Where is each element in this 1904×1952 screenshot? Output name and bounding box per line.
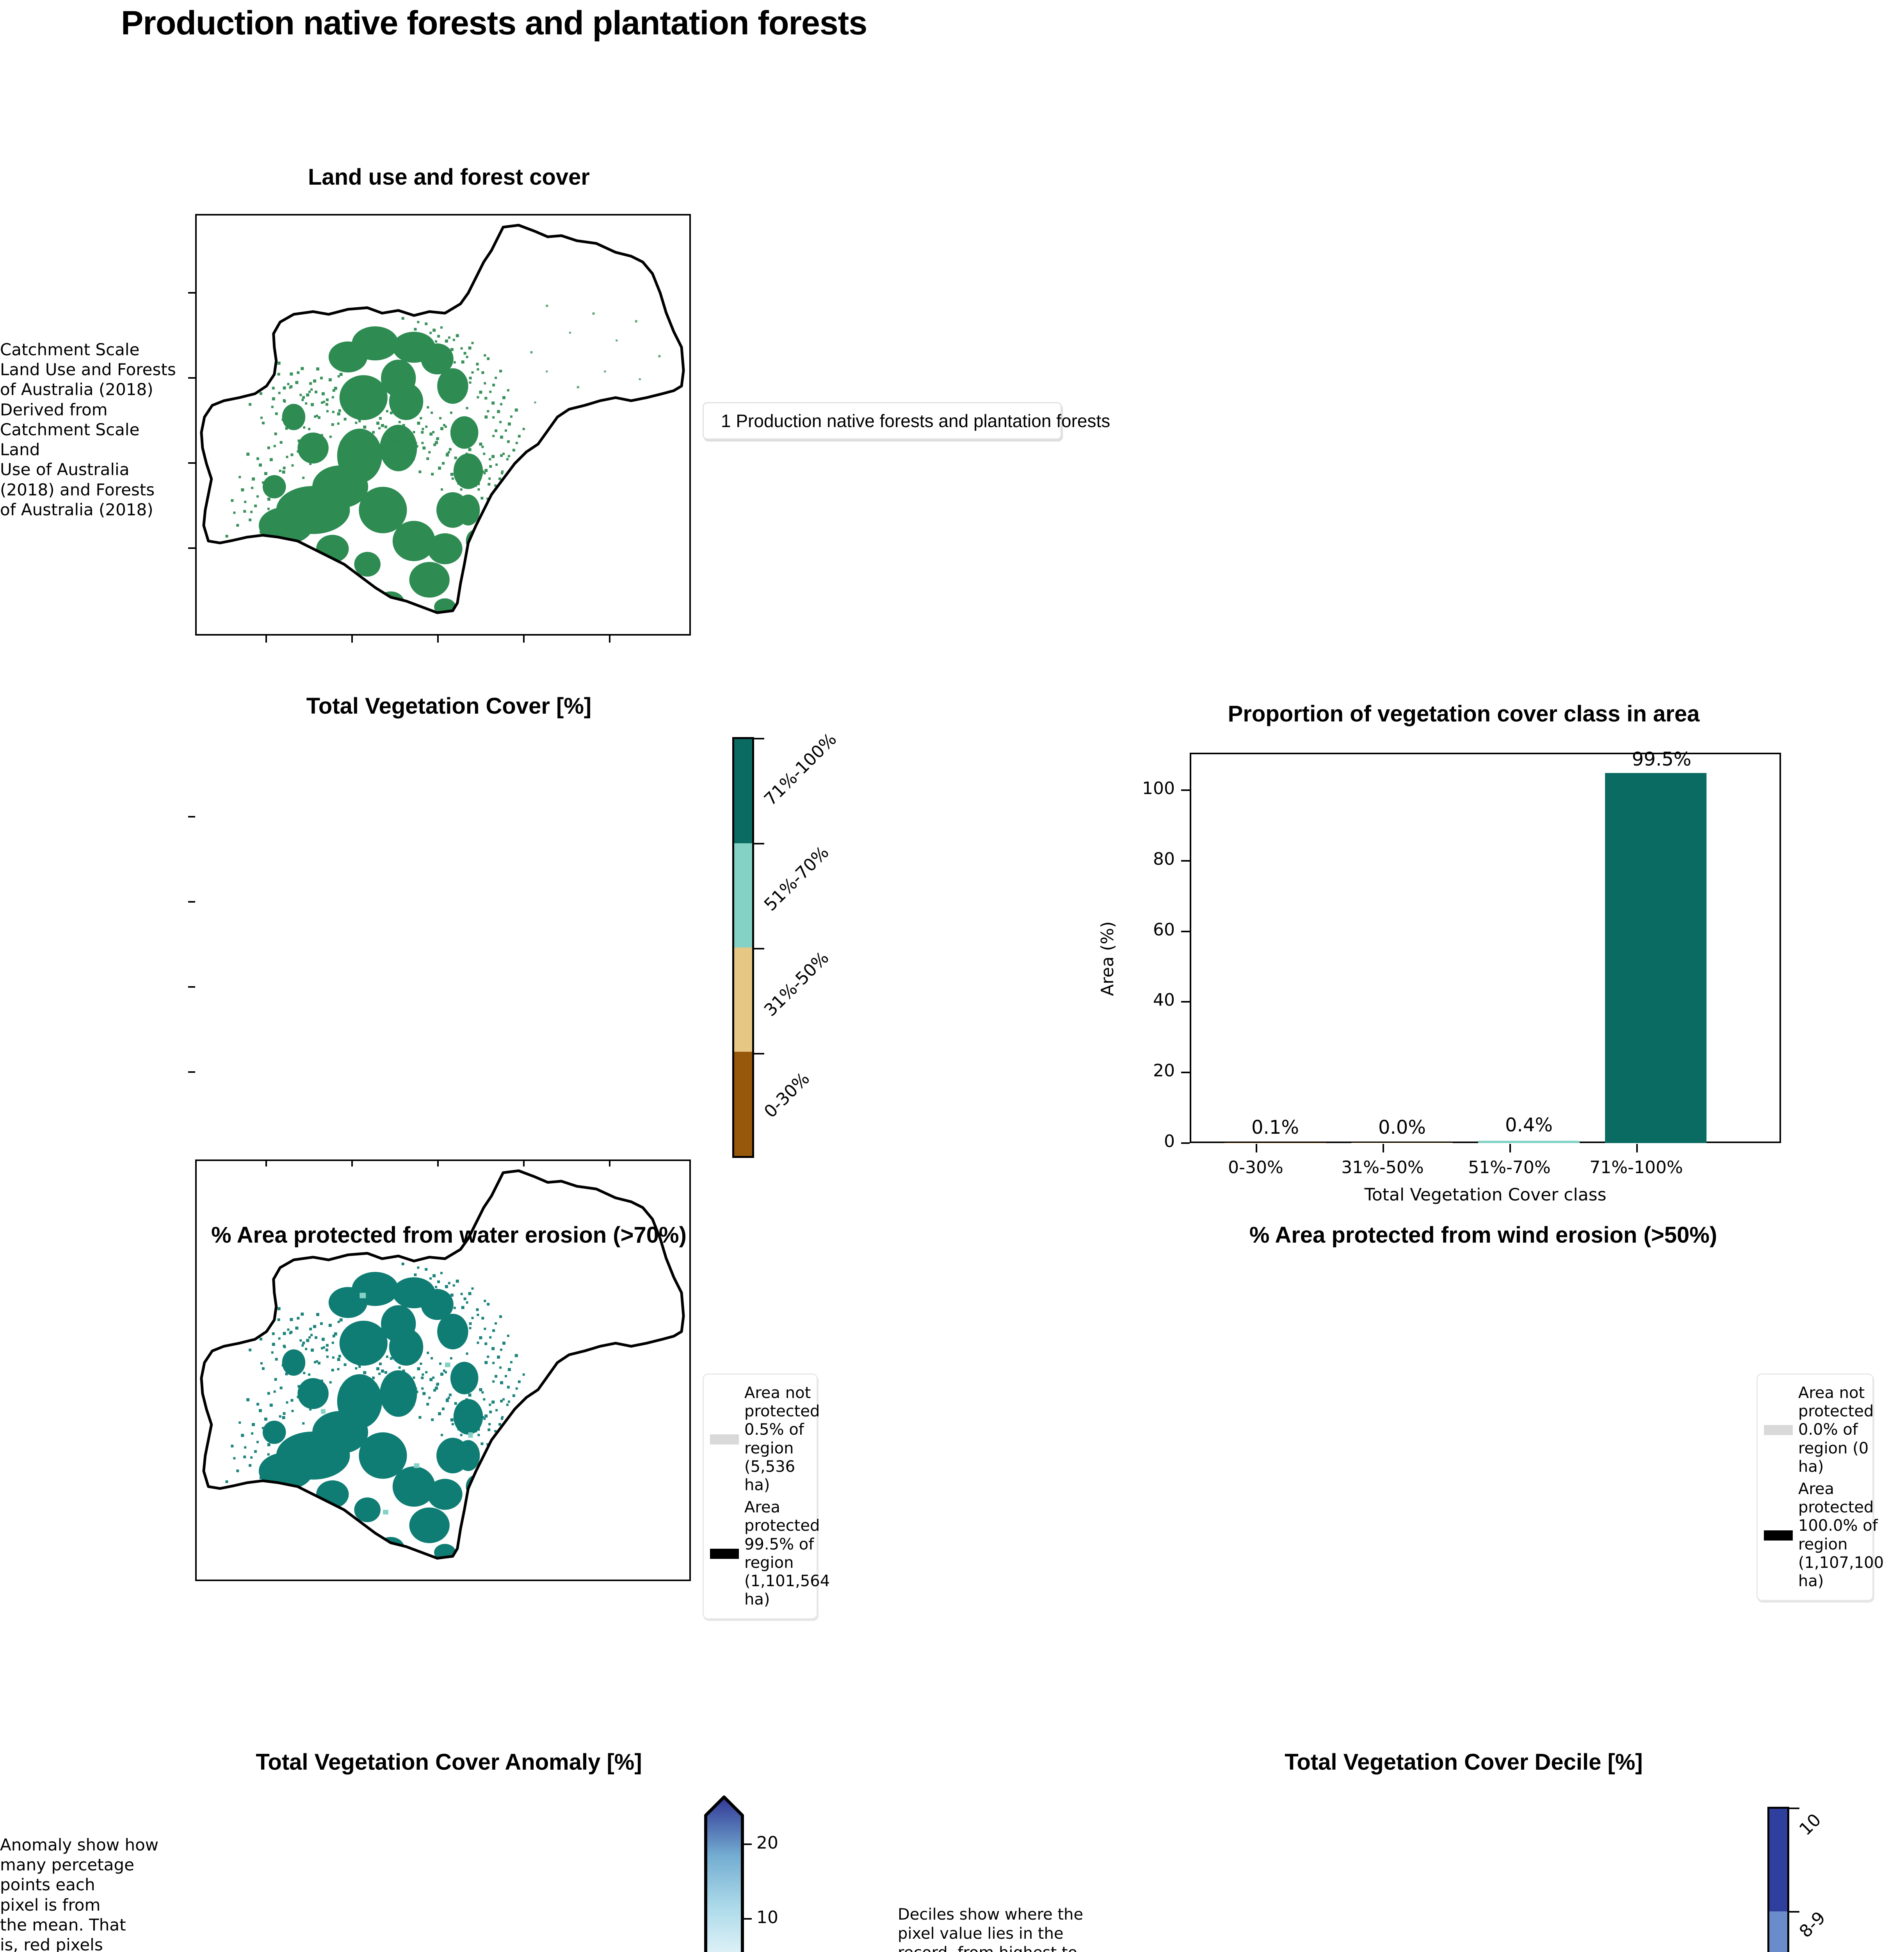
chart-bar-value-2: 0.4% xyxy=(1505,1114,1553,1136)
decile-colorbar-segment-1 xyxy=(1769,1911,1787,1952)
landuse-sidenote: Catchment Scale Land Use and Forests of … xyxy=(0,340,176,519)
not-protected-label: Area not protected 0.0% of region (0 ha) xyxy=(1798,1384,1874,1476)
chart-xtick-3: 71%-100% xyxy=(1589,1158,1683,1177)
chart-ytick-1: 20 xyxy=(1153,1061,1175,1081)
protected-label: Area protected 99.5% of region (1,101,56… xyxy=(744,1498,830,1609)
water-erosion-legend: Area not protected 0.5% of region (5,536… xyxy=(703,1373,830,1620)
anomaly-colorbar-label-1: 10 xyxy=(756,1907,778,1927)
water-erosion-legend-row-1: Area protected 99.5% of region (1,101,56… xyxy=(710,1498,830,1609)
vegcover-colorbar-segment-3 xyxy=(734,1052,752,1156)
wind-erosion-legend-row-0: Area not protected 0.0% of region (0 ha) xyxy=(1764,1384,1874,1476)
wind-erosion-legend-row-1: Area protected 100.0% of region (1,107,1… xyxy=(1764,1480,1884,1590)
decile-colorbar xyxy=(1767,1807,1789,1952)
landuse-legend: 1 Production native forests and plantati… xyxy=(703,402,1110,440)
chart-bar-value-3: 99.5% xyxy=(1632,748,1692,770)
chart-ylabel: Area (%) xyxy=(1098,921,1118,996)
vegcover-colorbar-segment-0 xyxy=(734,739,752,843)
not-protected-swatch xyxy=(710,1434,739,1444)
landuse-map xyxy=(195,214,691,636)
chart-xtick-2: 51%-70% xyxy=(1468,1158,1551,1177)
vegcover-colorbar-label-2: 31%-50% xyxy=(760,948,833,1021)
anomaly-colorbar-graphic xyxy=(704,1795,744,1952)
water-erosion-legend-row-0: Area not protected 0.5% of region (5,536… xyxy=(710,1384,820,1494)
wind-erosion-panel-title: % Area protected from wind erosion (>50%… xyxy=(1249,1222,1717,1248)
vegcover-map-ticks xyxy=(188,738,691,1167)
anomaly-colorbar xyxy=(703,1794,753,1952)
anomaly-panel-title: Total Vegetation Cover Anomaly [%] xyxy=(256,1749,642,1775)
landuse-map-graphic xyxy=(200,224,685,614)
decile-colorbar-segment-0 xyxy=(1769,1809,1787,1911)
chart-bar-value-0: 0.1% xyxy=(1251,1117,1299,1138)
landuse-legend-label: 1 Production native forests and plantati… xyxy=(721,411,1110,431)
decile-sidenote: Deciles show where the pixel value lies … xyxy=(898,1906,1084,1952)
protected-swatch xyxy=(1764,1530,1793,1541)
not-protected-swatch xyxy=(1764,1425,1793,1435)
chart-bar-value-1: 0.0% xyxy=(1378,1117,1426,1138)
wind-erosion-legend: Area not protected 0.0% of region (0 ha)… xyxy=(1756,1373,1884,1601)
not-protected-label: Area not protected 0.5% of region (5,536… xyxy=(744,1384,820,1494)
anomaly-colorbar-label-0: 20 xyxy=(756,1833,778,1853)
chart-bar-2 xyxy=(1478,1141,1580,1143)
chart-xtick-1: 31%-50% xyxy=(1341,1158,1424,1177)
protected-label: Area protected 100.0% of region (1,107,1… xyxy=(1798,1480,1884,1590)
chart-bar-3 xyxy=(1605,773,1706,1143)
decile-colorbar-label-1: 8-9 xyxy=(1795,1907,1829,1942)
vegcover-panel-title: Total Vegetation Cover [%] xyxy=(306,693,592,719)
decile-colorbar-label-0: 10 xyxy=(1795,1810,1825,1840)
proportion-chart-title: Proportion of vegetation cover class in … xyxy=(1228,701,1700,727)
water-erosion-panel-title: % Area protected from water erosion (>70… xyxy=(211,1222,687,1248)
vegcover-colorbar-label-0: 71%-100% xyxy=(760,729,841,810)
chart-xlabel: Total Vegetation Cover class xyxy=(1364,1185,1607,1205)
protected-swatch xyxy=(710,1548,739,1559)
anomaly-sidenote: Anomaly show how many percetage points e… xyxy=(0,1835,159,1952)
chart-ytick-0: 0 xyxy=(1164,1131,1175,1151)
vegcover-map xyxy=(195,1159,691,1581)
proportion-chart: 0.1% 0.0% 0.4% 99.5% xyxy=(1190,748,1781,1143)
chart-ytick-2: 40 xyxy=(1153,990,1175,1010)
vegcover-map-graphic xyxy=(200,1169,685,1560)
decile-panel-title: Total Vegetation Cover Decile [%] xyxy=(1285,1749,1643,1775)
chart-ytick-3: 60 xyxy=(1153,920,1175,940)
vegcover-colorbar-segment-2 xyxy=(734,948,752,1052)
chart-ytick-4: 80 xyxy=(1153,849,1175,869)
vegcover-colorbar-segment-1 xyxy=(734,843,752,948)
page-title: Production native forests and plantation… xyxy=(121,4,867,42)
landuse-panel-title: Land use and forest cover xyxy=(308,164,590,190)
vegcover-colorbar xyxy=(732,737,754,1158)
vegcover-colorbar-label-3: 0-30% xyxy=(760,1069,814,1122)
vegcover-colorbar-label-1: 51%-70% xyxy=(760,842,833,915)
chart-xtick-0: 0-30% xyxy=(1228,1158,1283,1177)
chart-ytick-5: 100 xyxy=(1142,778,1175,798)
